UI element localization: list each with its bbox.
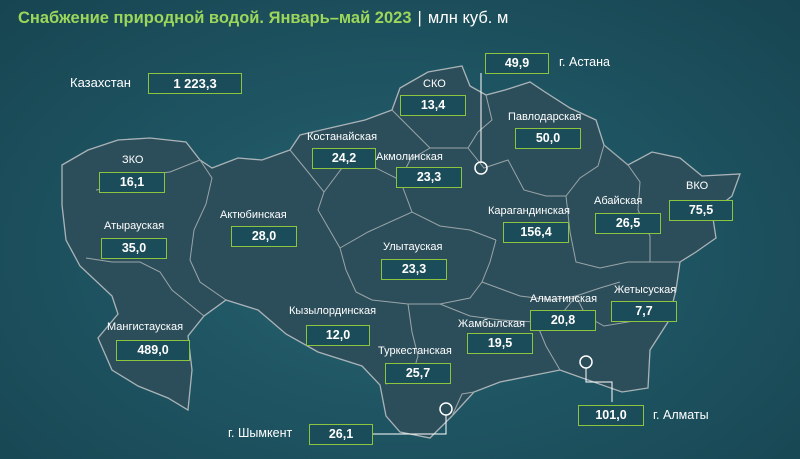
- region-label-aktobe: Актюбинская: [220, 209, 287, 221]
- region-value-kyzylorda: 12,0: [306, 325, 370, 346]
- region-label-sko: СКО: [423, 78, 446, 90]
- region-value-sko: 13,4: [400, 95, 466, 116]
- region-value-vko: 75,5: [669, 200, 733, 221]
- region-value-aktobe: 28,0: [231, 226, 297, 247]
- region-label-zko: ЗКО: [122, 154, 144, 166]
- almaty-marker: [579, 355, 593, 369]
- region-value-pavlodar: 50,0: [515, 128, 581, 149]
- title-separator: |: [417, 9, 422, 27]
- city-label-almaty: г. Алматы: [653, 408, 709, 422]
- region-label-zhetysu: Жетысуская: [614, 284, 677, 296]
- region-label-akmola: Акмолинская: [376, 151, 443, 163]
- region-label-zhambyl: Жамбылская: [458, 318, 526, 330]
- region-label-mangystau: Мангистауская: [107, 321, 184, 333]
- region-value-zhetysu: 7,7: [611, 301, 677, 322]
- region-label-kyzylorda: Кызылординская: [289, 305, 377, 317]
- shymkent-marker: [439, 402, 453, 416]
- region-value-akmola: 23,3: [396, 167, 462, 188]
- region-label-abay: Абайская: [594, 195, 643, 207]
- region-label-atyrau: Атырауская: [104, 220, 165, 232]
- page-title: Снабжение природной водой. Январь–май 20…: [18, 9, 508, 28]
- region-value-kostanay: 24,2: [312, 148, 376, 169]
- region-label-ulytau: Улытауская: [383, 241, 443, 253]
- astana-marker: [474, 161, 488, 175]
- region-label-kostanay: Костанайская: [307, 131, 378, 143]
- region-label-almaty-region: Алматинская: [530, 293, 598, 305]
- region-value-ulytau: 23,3: [381, 259, 447, 280]
- region-value-turkestan: 25,7: [385, 363, 451, 384]
- title-main: Снабжение природной водой. Январь–май 20…: [18, 9, 412, 27]
- region-value-karaganda: 156,4: [503, 222, 569, 243]
- region-label-vko: ВКО: [686, 180, 709, 192]
- city-label-astana: г. Астана: [559, 55, 610, 69]
- region-label-turkestan: Туркестанская: [378, 345, 452, 357]
- city-value-almaty: 101,0: [578, 405, 644, 426]
- region-value-almaty-region: 20,8: [530, 310, 596, 331]
- city-label-shymkent: г. Шымкент: [228, 426, 293, 440]
- country-total-label: Казахстан: [70, 75, 131, 90]
- almaty-leader-line: [585, 368, 613, 402]
- shymkent-leader-line: [372, 415, 447, 435]
- region-label-karaganda: Карагандинская: [488, 205, 570, 217]
- region-label-pavlodar: Павлодарская: [508, 111, 582, 123]
- city-markers: [372, 73, 613, 435]
- country-total-value: 1 223,3: [148, 73, 242, 94]
- city-value-shymkent: 26,1: [309, 424, 373, 445]
- region-borders: [85, 94, 680, 417]
- region-value-mangystau: 489,0: [116, 340, 190, 361]
- region-value-zhambyl: 19,5: [467, 333, 533, 354]
- region-value-atyrau: 35,0: [101, 238, 167, 259]
- region-value-zko: 16,1: [99, 172, 165, 193]
- region-value-abay: 26,5: [595, 213, 661, 234]
- title-unit: млн куб. м: [427, 9, 509, 27]
- city-value-astana: 49,9: [485, 53, 549, 74]
